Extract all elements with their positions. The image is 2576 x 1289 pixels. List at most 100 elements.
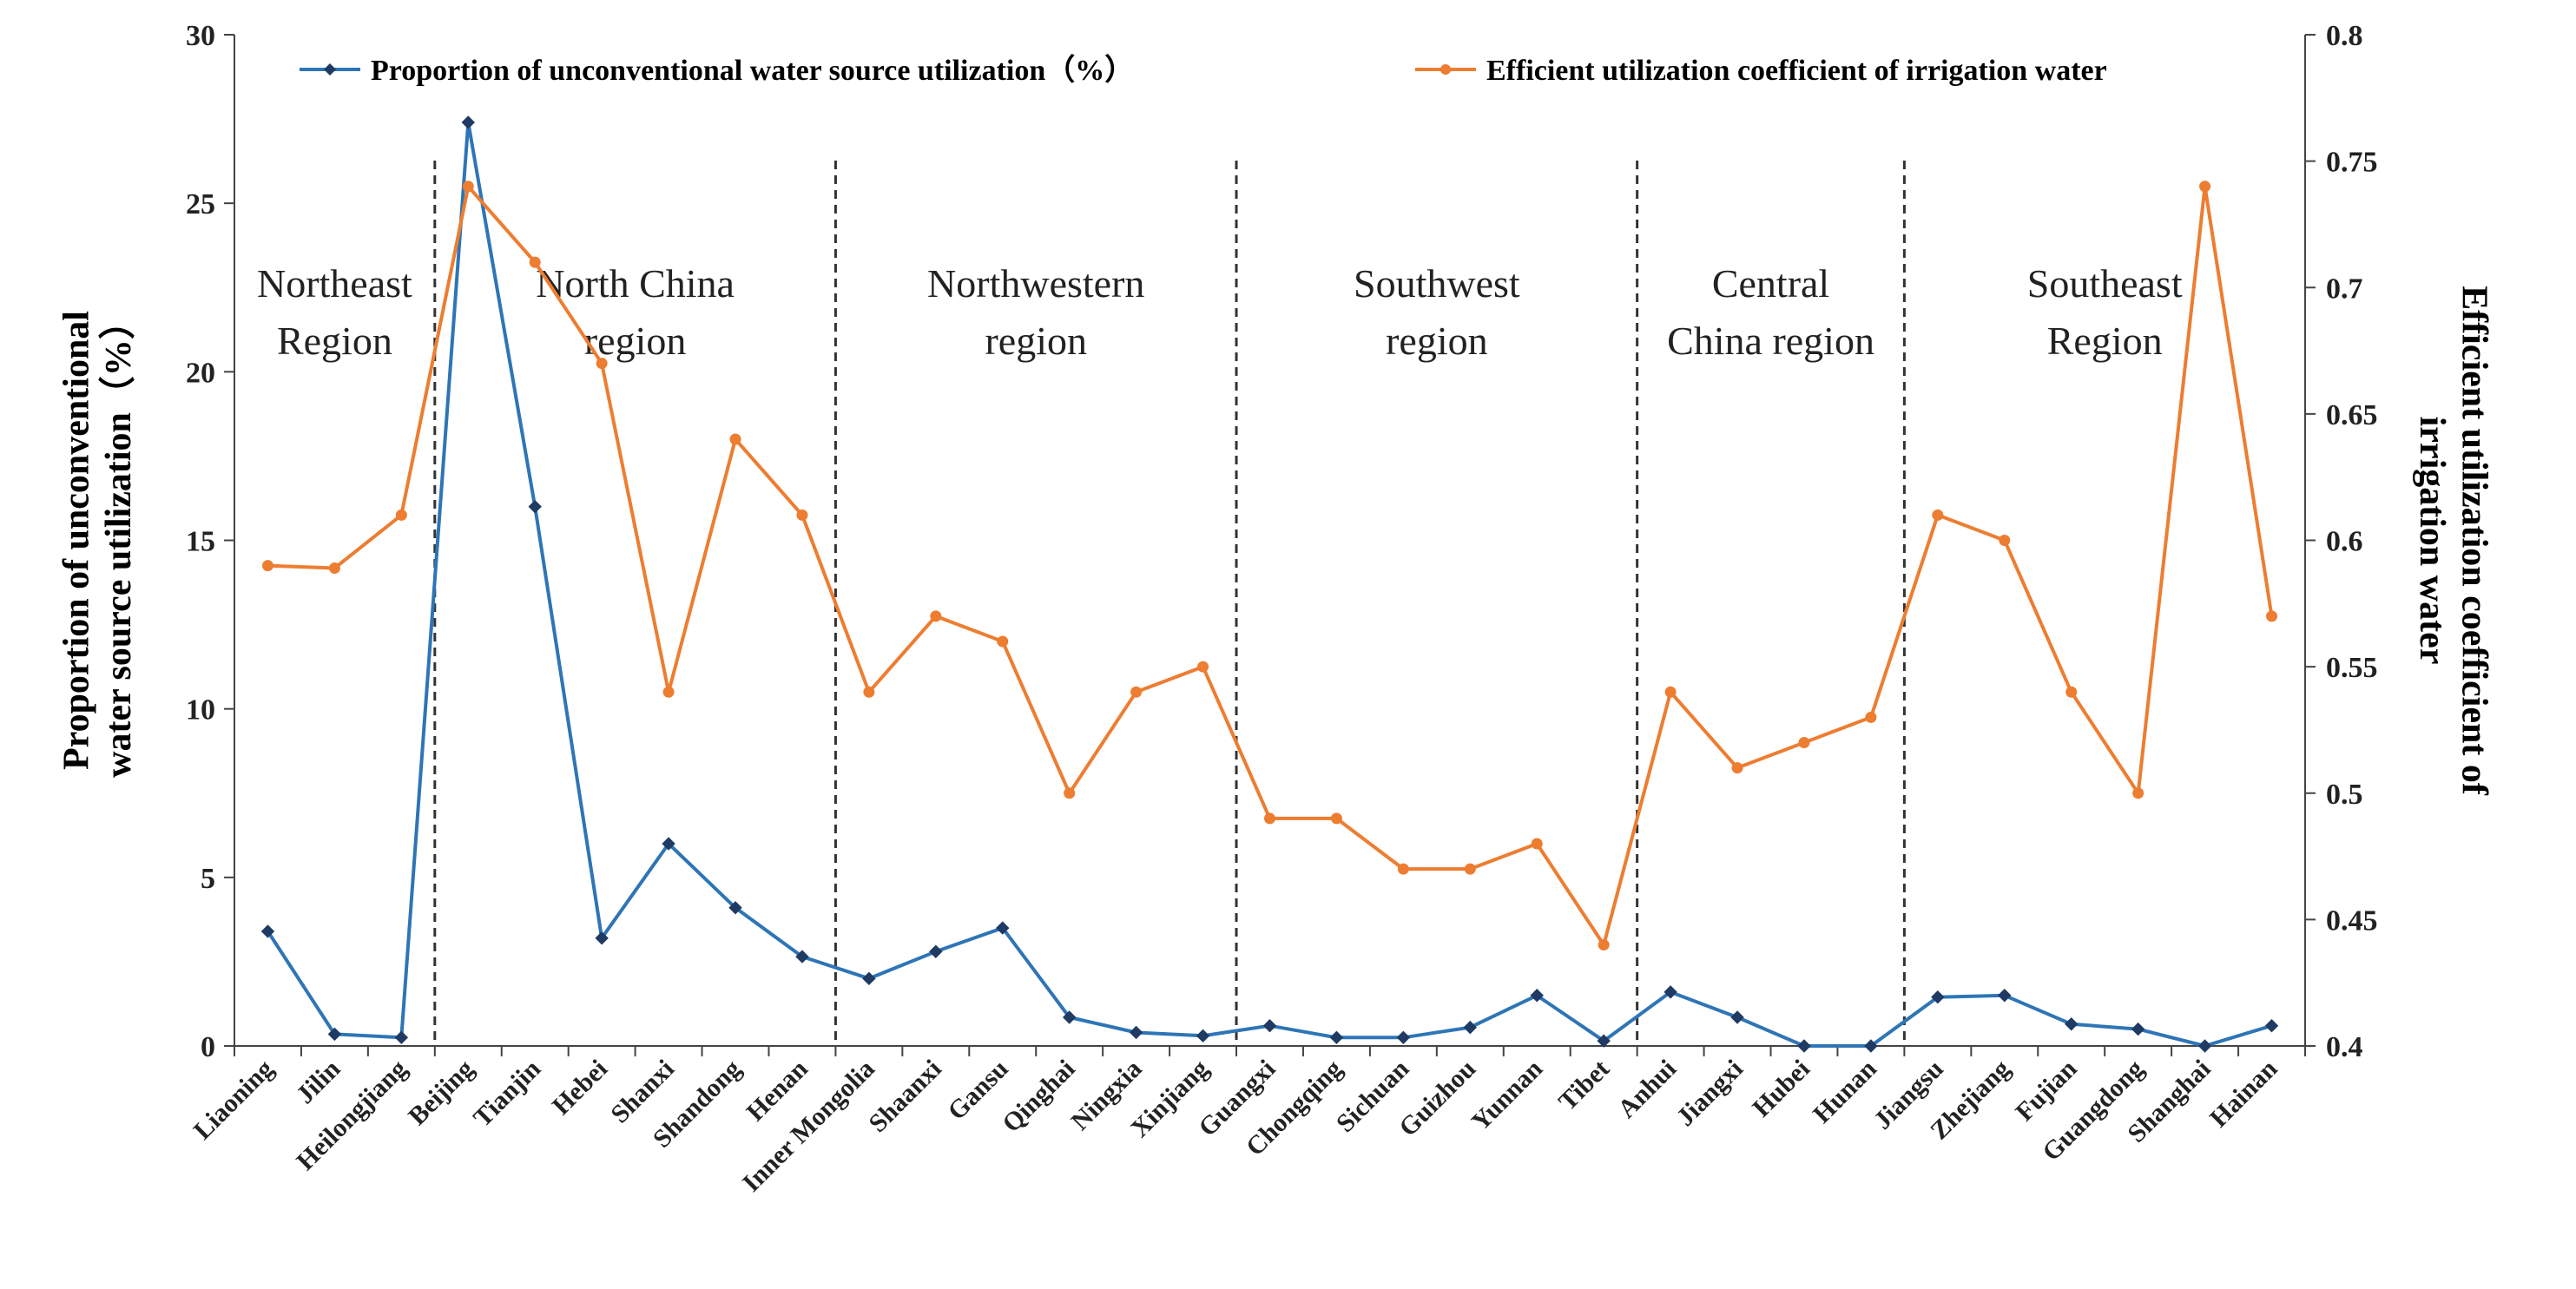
left-y-tick-label: 0: [201, 1031, 215, 1063]
series-1-point: [1864, 1039, 1878, 1053]
series-1-point: [1262, 1018, 1277, 1033]
axes: 0 5 10 15 20 25 30 0.4 0.45 0.5 0.55 0.6 0.65 0.7 0.75…: [186, 20, 2378, 1198]
left-y-axis-title: Proportion of unconventionalwater source…: [57, 303, 139, 778]
series-1-point: [1196, 1029, 1210, 1043]
right-y-tick-label: 0.7: [2326, 273, 2363, 305]
series-2-point: [1531, 838, 1543, 850]
x-category-label: Anhui: [1612, 1055, 1682, 1124]
series-2-point: [395, 509, 407, 521]
series-1-point: [929, 944, 943, 958]
region-label: North China: [536, 261, 735, 306]
series-1-point: [528, 499, 542, 514]
series-2-point: [729, 433, 741, 445]
x-category-label: Shaanxi: [863, 1055, 946, 1138]
x-category-label: Jilin: [291, 1054, 346, 1109]
left-y-tick-label: 25: [186, 188, 215, 220]
region-label: Northeast: [257, 261, 412, 306]
series-1-point: [394, 1030, 409, 1044]
region-label: Southwest: [1354, 261, 1520, 306]
left-y-axis-title-line: water source utilization（%）: [98, 303, 139, 778]
series-2-point: [1130, 686, 1143, 698]
series-2-point: [1999, 535, 2011, 546]
series-1-point: [795, 950, 809, 963]
series-2-point: [596, 358, 608, 370]
left-y-axis-title-line: Proportion of unconventional: [57, 311, 97, 770]
series-1-point: [595, 931, 609, 945]
region-label: region: [985, 319, 1087, 363]
series-2-point: [1397, 863, 1409, 875]
series-1-point: [2197, 1039, 2212, 1053]
series-1-point: [1463, 1020, 1478, 1035]
series-1-point: [1597, 1034, 1611, 1048]
region-labels: Northeast Region North China region Northwes…: [257, 261, 2183, 363]
right-y-tick-label: 0.5: [2326, 779, 2363, 811]
series-1-point: [1797, 1039, 1811, 1053]
legend-marker-2: [1440, 64, 1451, 75]
series-2-point: [1865, 711, 1877, 723]
x-category-label: Beijing: [403, 1055, 479, 1131]
series-2-point: [2199, 181, 2211, 193]
series-2-point: [863, 686, 875, 698]
series-2-point: [796, 509, 808, 521]
legend-label-2: Efficient utilization coefficient of irr…: [1486, 55, 2107, 87]
right-y-tick-label: 0.45: [2326, 904, 2378, 937]
series-2-point: [1731, 762, 1743, 774]
right-y-tick-label: 0.6: [2326, 526, 2363, 558]
left-y-tick-label: 30: [186, 20, 215, 52]
left-y-tick-label: 20: [186, 357, 215, 389]
left-y-tick-label: 15: [186, 526, 215, 558]
series-2-point: [997, 635, 1009, 648]
series-1-point: [1329, 1030, 1344, 1044]
series-2-point: [1264, 812, 1275, 825]
right-y-tick-label: 0.75: [2326, 147, 2378, 179]
series-1-point: [260, 924, 275, 938]
legend: Proportion of unconventional water sourc…: [300, 53, 2107, 87]
series-2-point: [1330, 812, 1342, 825]
series-2-point: [2132, 787, 2144, 799]
series-1-point: [1129, 1025, 1143, 1040]
series-1-point: [1931, 990, 1945, 1004]
series-2-point: [328, 562, 340, 575]
series-2-point: [930, 610, 942, 622]
series-2-point: [2266, 610, 2278, 622]
series-1-point: [461, 115, 475, 129]
right-y-axis-title-line: irrigation water: [2412, 417, 2452, 665]
region-label: China region: [1667, 319, 1874, 363]
series-1-point: [662, 837, 675, 851]
right-y-axis-title: Efficient utilization coefficient ofirri…: [2412, 286, 2494, 796]
series-2-point: [261, 560, 273, 572]
series-2-point: [662, 686, 675, 698]
legend-label-1: Proportion of unconventional water sourc…: [371, 53, 1134, 87]
region-label: Northwestern: [927, 261, 1144, 306]
series-2-point: [1664, 686, 1677, 698]
series-2-point: [2065, 686, 2078, 698]
series-2-point: [1798, 737, 1810, 748]
series-1-point: [1664, 985, 1677, 999]
right-y-axis-title-line: Efficient utilization coefficient of: [2454, 286, 2494, 796]
series-2-point: [462, 181, 474, 193]
region-label: Southeast: [2027, 261, 2183, 306]
right-y-tick-label: 0.55: [2326, 652, 2378, 684]
series-1-point: [1730, 1010, 1744, 1024]
left-y-tick-label: 10: [186, 694, 215, 727]
series-2-point: [1932, 509, 1944, 521]
series-1-point: [862, 971, 876, 986]
region-label: Region: [2047, 319, 2163, 363]
series-layer: [260, 115, 2279, 1053]
left-y-tick-label: 5: [201, 863, 215, 895]
legend-marker-1: [324, 63, 336, 76]
x-category-label: Liaoning: [188, 1055, 280, 1146]
series-1-point: [1998, 989, 2012, 1003]
x-category-label: Tianjin: [468, 1054, 546, 1132]
x-category-label: Tibet: [1553, 1055, 1615, 1116]
region-label: Central: [1712, 261, 1829, 306]
series-2-point: [1064, 787, 1076, 799]
x-category-label: Hebei: [547, 1055, 613, 1121]
region-label: region: [584, 319, 687, 363]
series-1-point: [1530, 989, 1544, 1003]
series-1-point: [1396, 1030, 1411, 1044]
right-y-tick-label: 0.65: [2326, 399, 2378, 431]
series-1-point: [2065, 1017, 2079, 1031]
region-dividers: [433, 161, 1906, 1046]
